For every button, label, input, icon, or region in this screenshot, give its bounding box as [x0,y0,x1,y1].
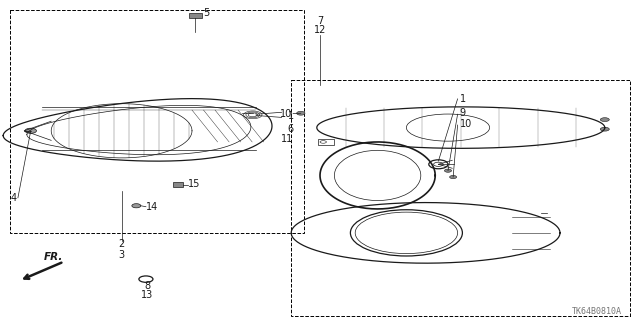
Text: 4: 4 [11,193,17,203]
Ellipse shape [132,204,141,208]
Text: 10: 10 [460,119,472,130]
Text: 6: 6 [287,124,293,134]
Bar [189,13,202,18]
Bar [10,10,304,233]
Text: TK64B0810A: TK64B0810A [572,308,622,316]
Text: 11: 11 [281,134,293,144]
Ellipse shape [600,118,609,122]
Ellipse shape [450,175,457,179]
Ellipse shape [445,169,452,172]
Text: 15: 15 [188,179,200,189]
Bar [291,80,630,316]
Text: 8: 8 [144,281,150,291]
Text: 5: 5 [204,8,210,19]
Text: 10: 10 [280,108,292,119]
Ellipse shape [296,111,305,115]
Text: 7: 7 [317,16,323,26]
Text: 12: 12 [314,25,326,35]
Text: 9: 9 [460,108,466,118]
Text: 2: 2 [118,239,125,249]
Text: 1: 1 [288,111,294,121]
Text: FR.: FR. [44,252,63,262]
Text: 13: 13 [141,290,154,300]
Text: 1: 1 [460,94,466,104]
Ellipse shape [600,127,609,131]
Ellipse shape [25,128,36,133]
Text: 14: 14 [146,202,158,212]
Bar [318,139,334,145]
Text: 3: 3 [118,250,125,260]
Bar [173,182,183,187]
